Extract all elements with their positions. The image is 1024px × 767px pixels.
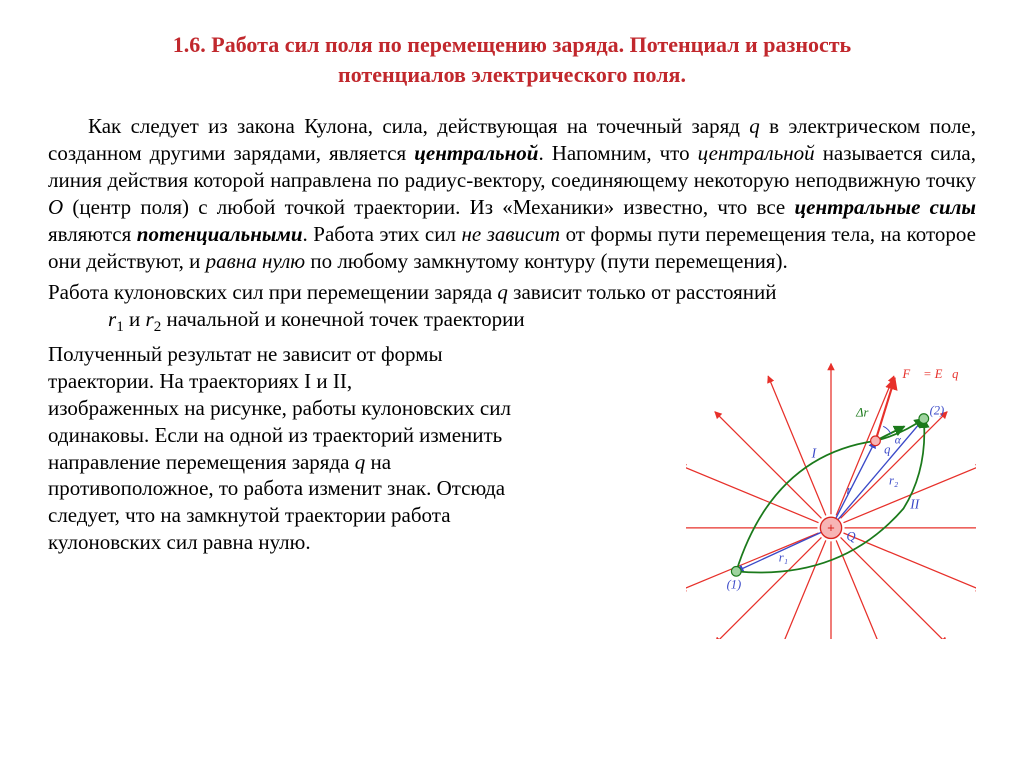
field-ray xyxy=(686,533,818,591)
label-II: II xyxy=(909,497,921,512)
label-F: F⃗ = E⃗q xyxy=(902,367,959,381)
p1-i: по любому замкнутому контуру (пути перем… xyxy=(305,249,788,273)
force-vector xyxy=(875,378,894,441)
label-1: (1) xyxy=(727,578,742,592)
label-dr: Δr⃗ xyxy=(855,406,878,420)
p1-e: (центр поля) с любой точкой траектории. … xyxy=(63,195,794,219)
field-ray xyxy=(768,540,826,639)
p1-potential: потенциальными xyxy=(137,222,303,246)
p2-q: q xyxy=(497,280,508,304)
p1-c: . Напомним, что xyxy=(538,141,697,165)
label-r1: r₁ xyxy=(779,551,788,565)
field-diagram: + (1) (2) Q q I II r₁ r r₂ Δr⃗ xyxy=(686,349,976,639)
title-line-2: потенциалов электрического поля. xyxy=(338,62,686,87)
p2-b: зависит только от расстояний xyxy=(508,280,777,304)
paragraph-1: Как следует из закона Кулона, сила, дейс… xyxy=(48,113,976,274)
p1-central-bi: центральной xyxy=(414,141,538,165)
p3-h: следует, что на замкнутой траектории раб… xyxy=(48,503,451,527)
label-r: r xyxy=(846,483,851,497)
p2-r1s: 1 xyxy=(116,319,124,335)
p3-f: на xyxy=(365,450,391,474)
p1-text: Как следует из закона Кулона, сила, дейс… xyxy=(48,114,749,138)
p2-and: и xyxy=(124,307,146,331)
label-I: I xyxy=(811,445,818,460)
p2-r1: r xyxy=(108,307,116,331)
field-ray xyxy=(844,465,976,523)
label-alpha: α xyxy=(895,434,902,447)
label-Q: Q xyxy=(846,529,855,543)
label-2: (2) xyxy=(930,404,945,418)
p3-b: траектории. На траекториях I и II, xyxy=(48,369,352,393)
p1-f: являются xyxy=(48,222,137,246)
p3-g: противоположное, то работа изменит знак.… xyxy=(48,476,505,500)
label-q: q xyxy=(884,442,890,456)
p3-q: q xyxy=(355,450,366,474)
field-ray xyxy=(844,533,976,591)
title-line-1: 1.6. Работа сил поля по перемещению заря… xyxy=(173,32,851,57)
p1-ravna-nulu: равна нулю xyxy=(206,249,305,273)
p1-central-i: центральной xyxy=(698,141,815,165)
page-title: 1.6. Работа сил поля по перемещению заря… xyxy=(48,30,976,89)
p3-d: одинаковы. Если на одной из траекторий и… xyxy=(48,423,502,447)
paragraph-3: Полученный результат не зависит от формы… xyxy=(48,341,668,556)
p2-r2: r xyxy=(146,307,154,331)
p3-c: изображенных на рисунке, работы кулоновс… xyxy=(48,396,511,420)
paragraph-2: Работа кулоновских сил при перемещении з… xyxy=(48,279,976,337)
p1-central-forces: центральные силы xyxy=(794,195,976,219)
p1-q: q xyxy=(749,114,760,138)
p1-ne-zavisit: не зависит xyxy=(461,222,560,246)
p3-a: Полученный результат не зависит от формы xyxy=(48,342,443,366)
p1-g: . Работа этих сил xyxy=(303,222,462,246)
p3-i: кулоновских сил равна нулю. xyxy=(48,530,311,554)
point-1 xyxy=(731,567,741,577)
p2-a: Работа кулоновских сил при перемещении з… xyxy=(48,280,497,304)
point-2 xyxy=(919,414,929,424)
q-point xyxy=(871,436,881,446)
plus-icon: + xyxy=(827,521,835,536)
p3-e: направление перемещения заряда xyxy=(48,450,355,474)
p2-c: начальной и конечной точек траектории xyxy=(161,307,524,331)
label-r2: r₂ xyxy=(889,473,899,487)
p1-O: О xyxy=(48,195,63,219)
